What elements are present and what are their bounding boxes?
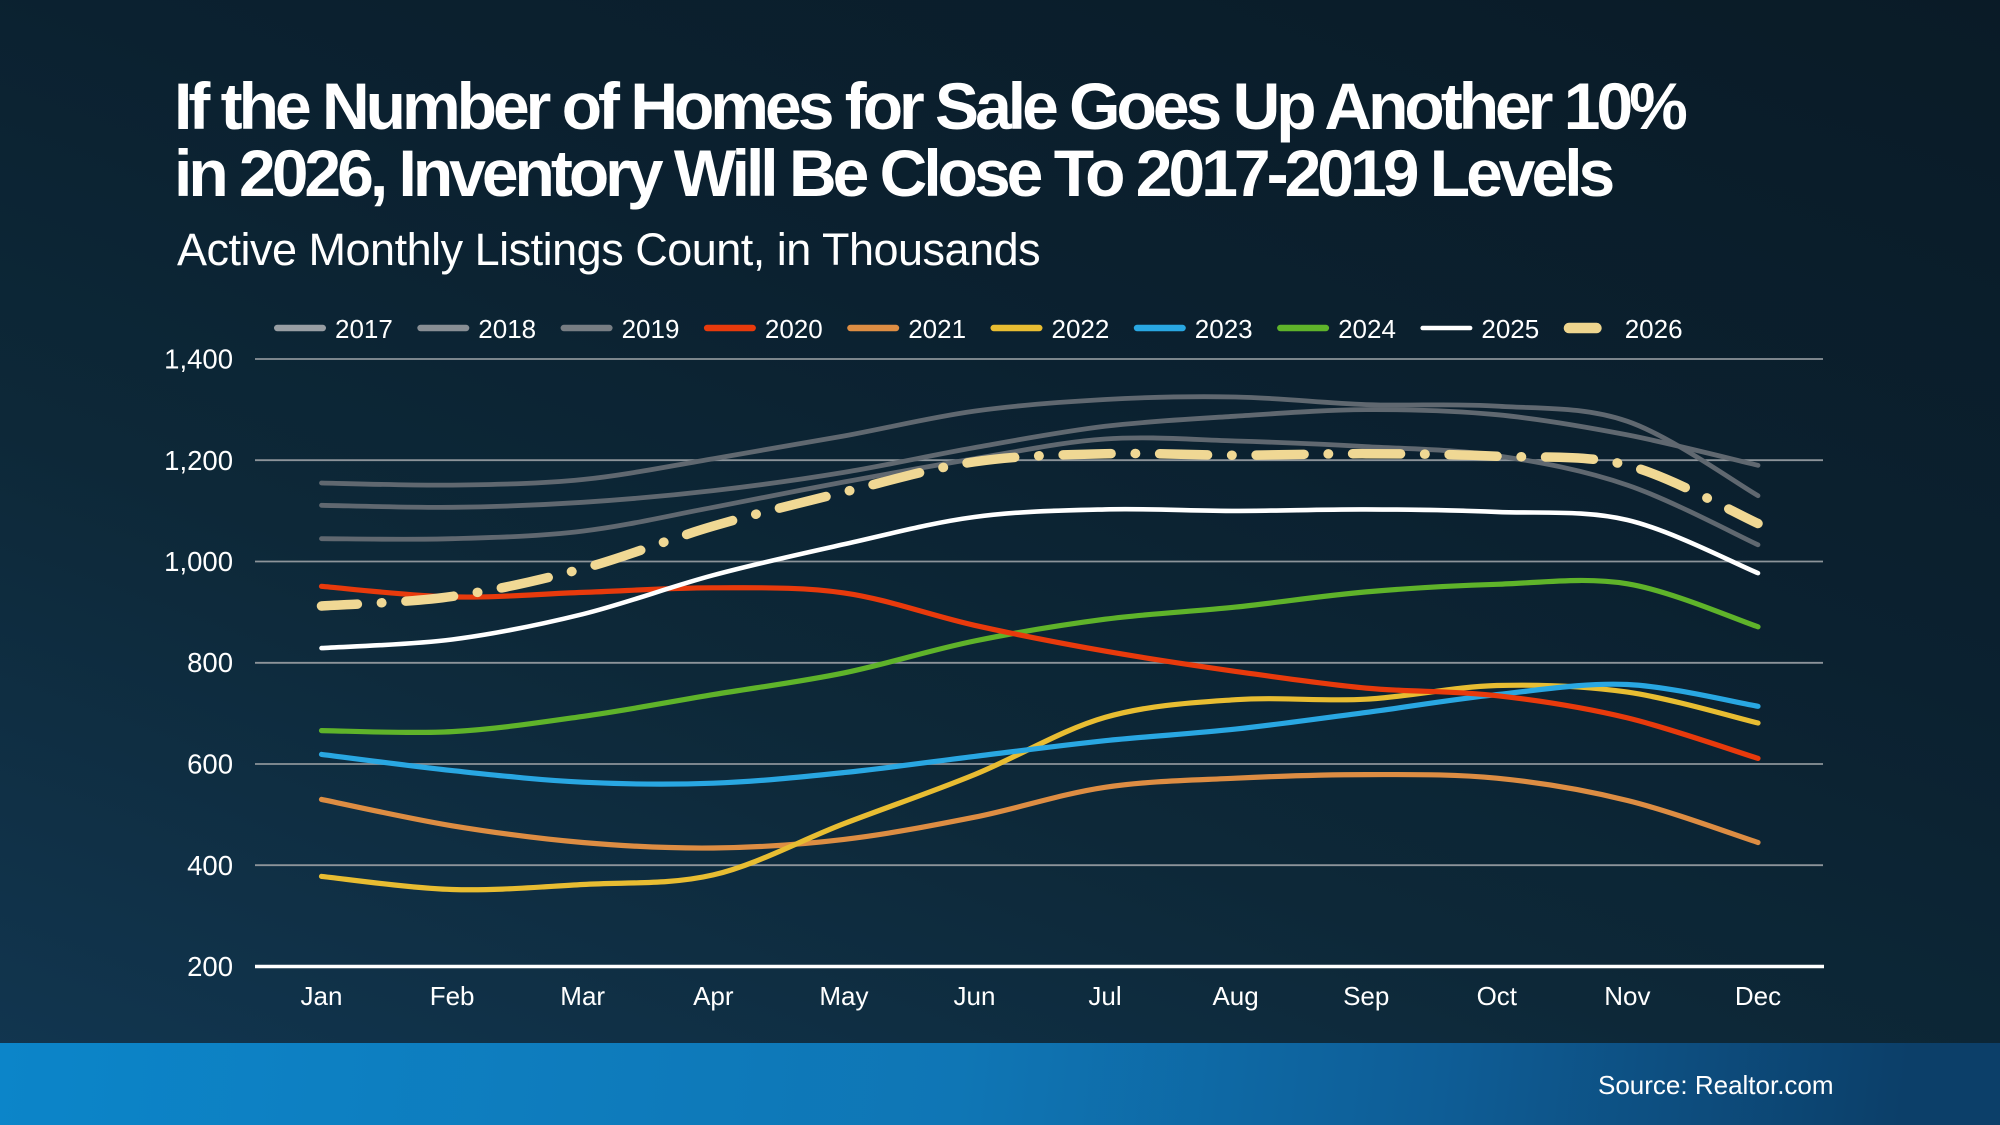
svg-text:Dec: Dec [1735,981,1781,1011]
svg-text:Feb: Feb [430,981,475,1011]
svg-text:Nov: Nov [1604,981,1650,1011]
svg-text:600: 600 [187,749,233,780]
svg-text:200: 200 [187,951,233,982]
svg-text:Oct: Oct [1477,981,1518,1011]
svg-text:2025: 2025 [1481,314,1539,344]
svg-text:Mar: Mar [560,981,605,1011]
svg-text:Aug: Aug [1212,981,1258,1011]
svg-text:1,200: 1,200 [164,445,233,476]
svg-text:2026: 2026 [1625,314,1683,344]
svg-text:2022: 2022 [1052,314,1110,344]
svg-text:Sep: Sep [1343,981,1389,1011]
svg-text:2019: 2019 [622,314,680,344]
svg-text:May: May [819,981,868,1011]
svg-text:2023: 2023 [1195,314,1253,344]
svg-text:1,400: 1,400 [164,344,233,375]
svg-text:Jul: Jul [1088,981,1121,1011]
svg-text:2024: 2024 [1338,314,1396,344]
svg-text:2021: 2021 [908,314,966,344]
svg-text:Jun: Jun [954,981,996,1011]
svg-text:Apr: Apr [693,981,734,1011]
svg-text:400: 400 [187,850,233,881]
svg-text:2017: 2017 [335,314,393,344]
svg-text:Jan: Jan [301,981,343,1011]
svg-text:800: 800 [187,647,233,678]
svg-text:1,000: 1,000 [164,546,233,577]
svg-text:2018: 2018 [478,314,536,344]
svg-text:2020: 2020 [765,314,823,344]
